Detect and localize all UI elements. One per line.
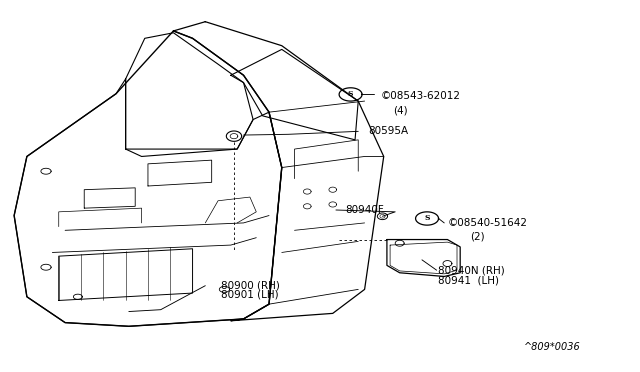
Text: 80940F: 80940F: [346, 205, 384, 215]
Text: 80901 (LH): 80901 (LH): [221, 290, 279, 300]
Text: ©08543-62012: ©08543-62012: [381, 90, 461, 100]
Text: 80595A: 80595A: [368, 126, 408, 137]
Text: 80940N (RH): 80940N (RH): [438, 266, 504, 276]
Text: (4): (4): [394, 105, 408, 115]
Text: S: S: [348, 90, 353, 99]
Text: ^809*0036: ^809*0036: [524, 341, 580, 352]
Text: 80900 (RH): 80900 (RH): [221, 281, 280, 291]
Text: 80941  (LH): 80941 (LH): [438, 275, 499, 285]
Text: (2): (2): [470, 232, 484, 242]
Text: ©08540-51642: ©08540-51642: [447, 218, 527, 228]
Text: S: S: [424, 215, 430, 222]
